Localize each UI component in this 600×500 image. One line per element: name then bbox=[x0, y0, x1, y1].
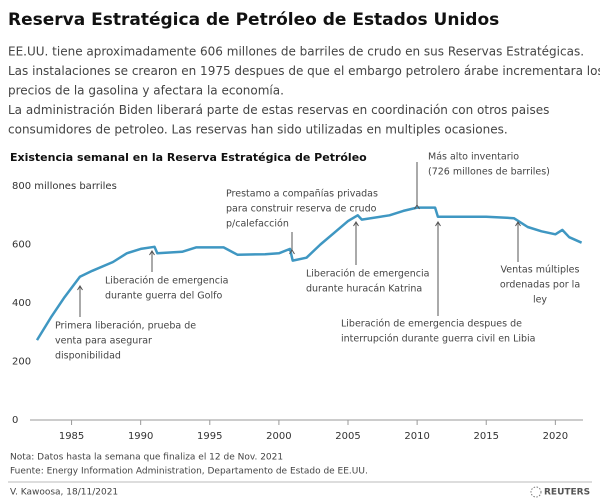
annotation-arrowhead bbox=[77, 285, 83, 291]
x-tick-label: 2010 bbox=[404, 431, 429, 442]
annotation-arrowhead bbox=[353, 221, 359, 227]
source: Fuente: Energy Information Administratio… bbox=[10, 467, 368, 477]
x-tick-label: 1985 bbox=[59, 431, 84, 442]
annotation-text: Liberación de emergencia bbox=[105, 276, 228, 287]
annotation-text: durante huracán Katrina bbox=[306, 284, 422, 295]
annotation-arrowhead bbox=[149, 250, 155, 256]
x-tick-label: 2015 bbox=[474, 431, 499, 442]
annotation-text: durante guerra del Golfo bbox=[105, 291, 222, 302]
x-tick-label: 1995 bbox=[197, 431, 222, 442]
note: Nota: Datos hasta la semana que finaliza… bbox=[10, 453, 283, 463]
y-tick-label: 400 bbox=[12, 298, 31, 309]
annotation-text: Liberación de emergencia despues de bbox=[341, 319, 522, 330]
annotation-text: Primera liberación, prueba de bbox=[55, 321, 196, 332]
description-line: consumidores de petroleo. Las reservas h… bbox=[8, 123, 508, 137]
annotation-text: Prestamo a compañías privadas bbox=[226, 189, 378, 200]
description-line: Las instalaciones se crearon en 1975 des… bbox=[8, 64, 600, 78]
chart-title: Reserva Estratégica de Petróleo de Estad… bbox=[8, 10, 499, 30]
x-tick-label: 2005 bbox=[335, 431, 360, 442]
description-line: La administración Biden liberará parte d… bbox=[8, 103, 549, 117]
y-tick-label: 600 bbox=[12, 240, 31, 251]
annotation-text: (726 millones de barriles) bbox=[428, 167, 550, 178]
description-line: precios de la gasolina y afectara la eco… bbox=[8, 84, 284, 98]
x-tick-label: 2020 bbox=[543, 431, 568, 442]
x-tick-label: 1990 bbox=[128, 431, 153, 442]
annotation-text: ordenadas por la bbox=[500, 280, 580, 291]
annotation-arrowhead bbox=[289, 249, 295, 255]
annotation-text: para construir reserva de crudo bbox=[226, 204, 377, 215]
annotation-text: venta para asegurar bbox=[55, 336, 152, 347]
chart-subtitle: Existencia semanal en la Reserva Estraté… bbox=[10, 151, 367, 164]
annotation-text: Ventas múltiples bbox=[501, 265, 580, 276]
brand-logo bbox=[530, 486, 542, 498]
annotation-arrowhead bbox=[414, 204, 420, 210]
credit: V. Kawoosa, 18/11/2021 bbox=[10, 488, 118, 498]
annotation-text: Liberación de emergencia bbox=[306, 269, 429, 280]
annotation-text: ley bbox=[533, 295, 547, 306]
annotation-text: Más alto inventario bbox=[428, 152, 519, 163]
x-tick-label: 2000 bbox=[266, 431, 291, 442]
annotation-text: disponibilidad bbox=[55, 351, 121, 362]
y-tick-label: 200 bbox=[12, 357, 31, 368]
series-line bbox=[35, 206, 583, 341]
annotation-text: interrupción durante guerra civil en Lib… bbox=[341, 334, 536, 345]
description-line: EE.UU. tiene aproximadamente 606 millone… bbox=[8, 45, 584, 59]
annotation-text: p/calefacción bbox=[226, 219, 289, 230]
annotation-arrowhead bbox=[515, 221, 521, 227]
y-tick-label: 0 bbox=[12, 415, 18, 426]
annotation-arrowhead bbox=[435, 221, 441, 227]
y-tick-label: 800 millones barriles bbox=[12, 181, 117, 192]
brand: REUTERS bbox=[544, 488, 590, 498]
